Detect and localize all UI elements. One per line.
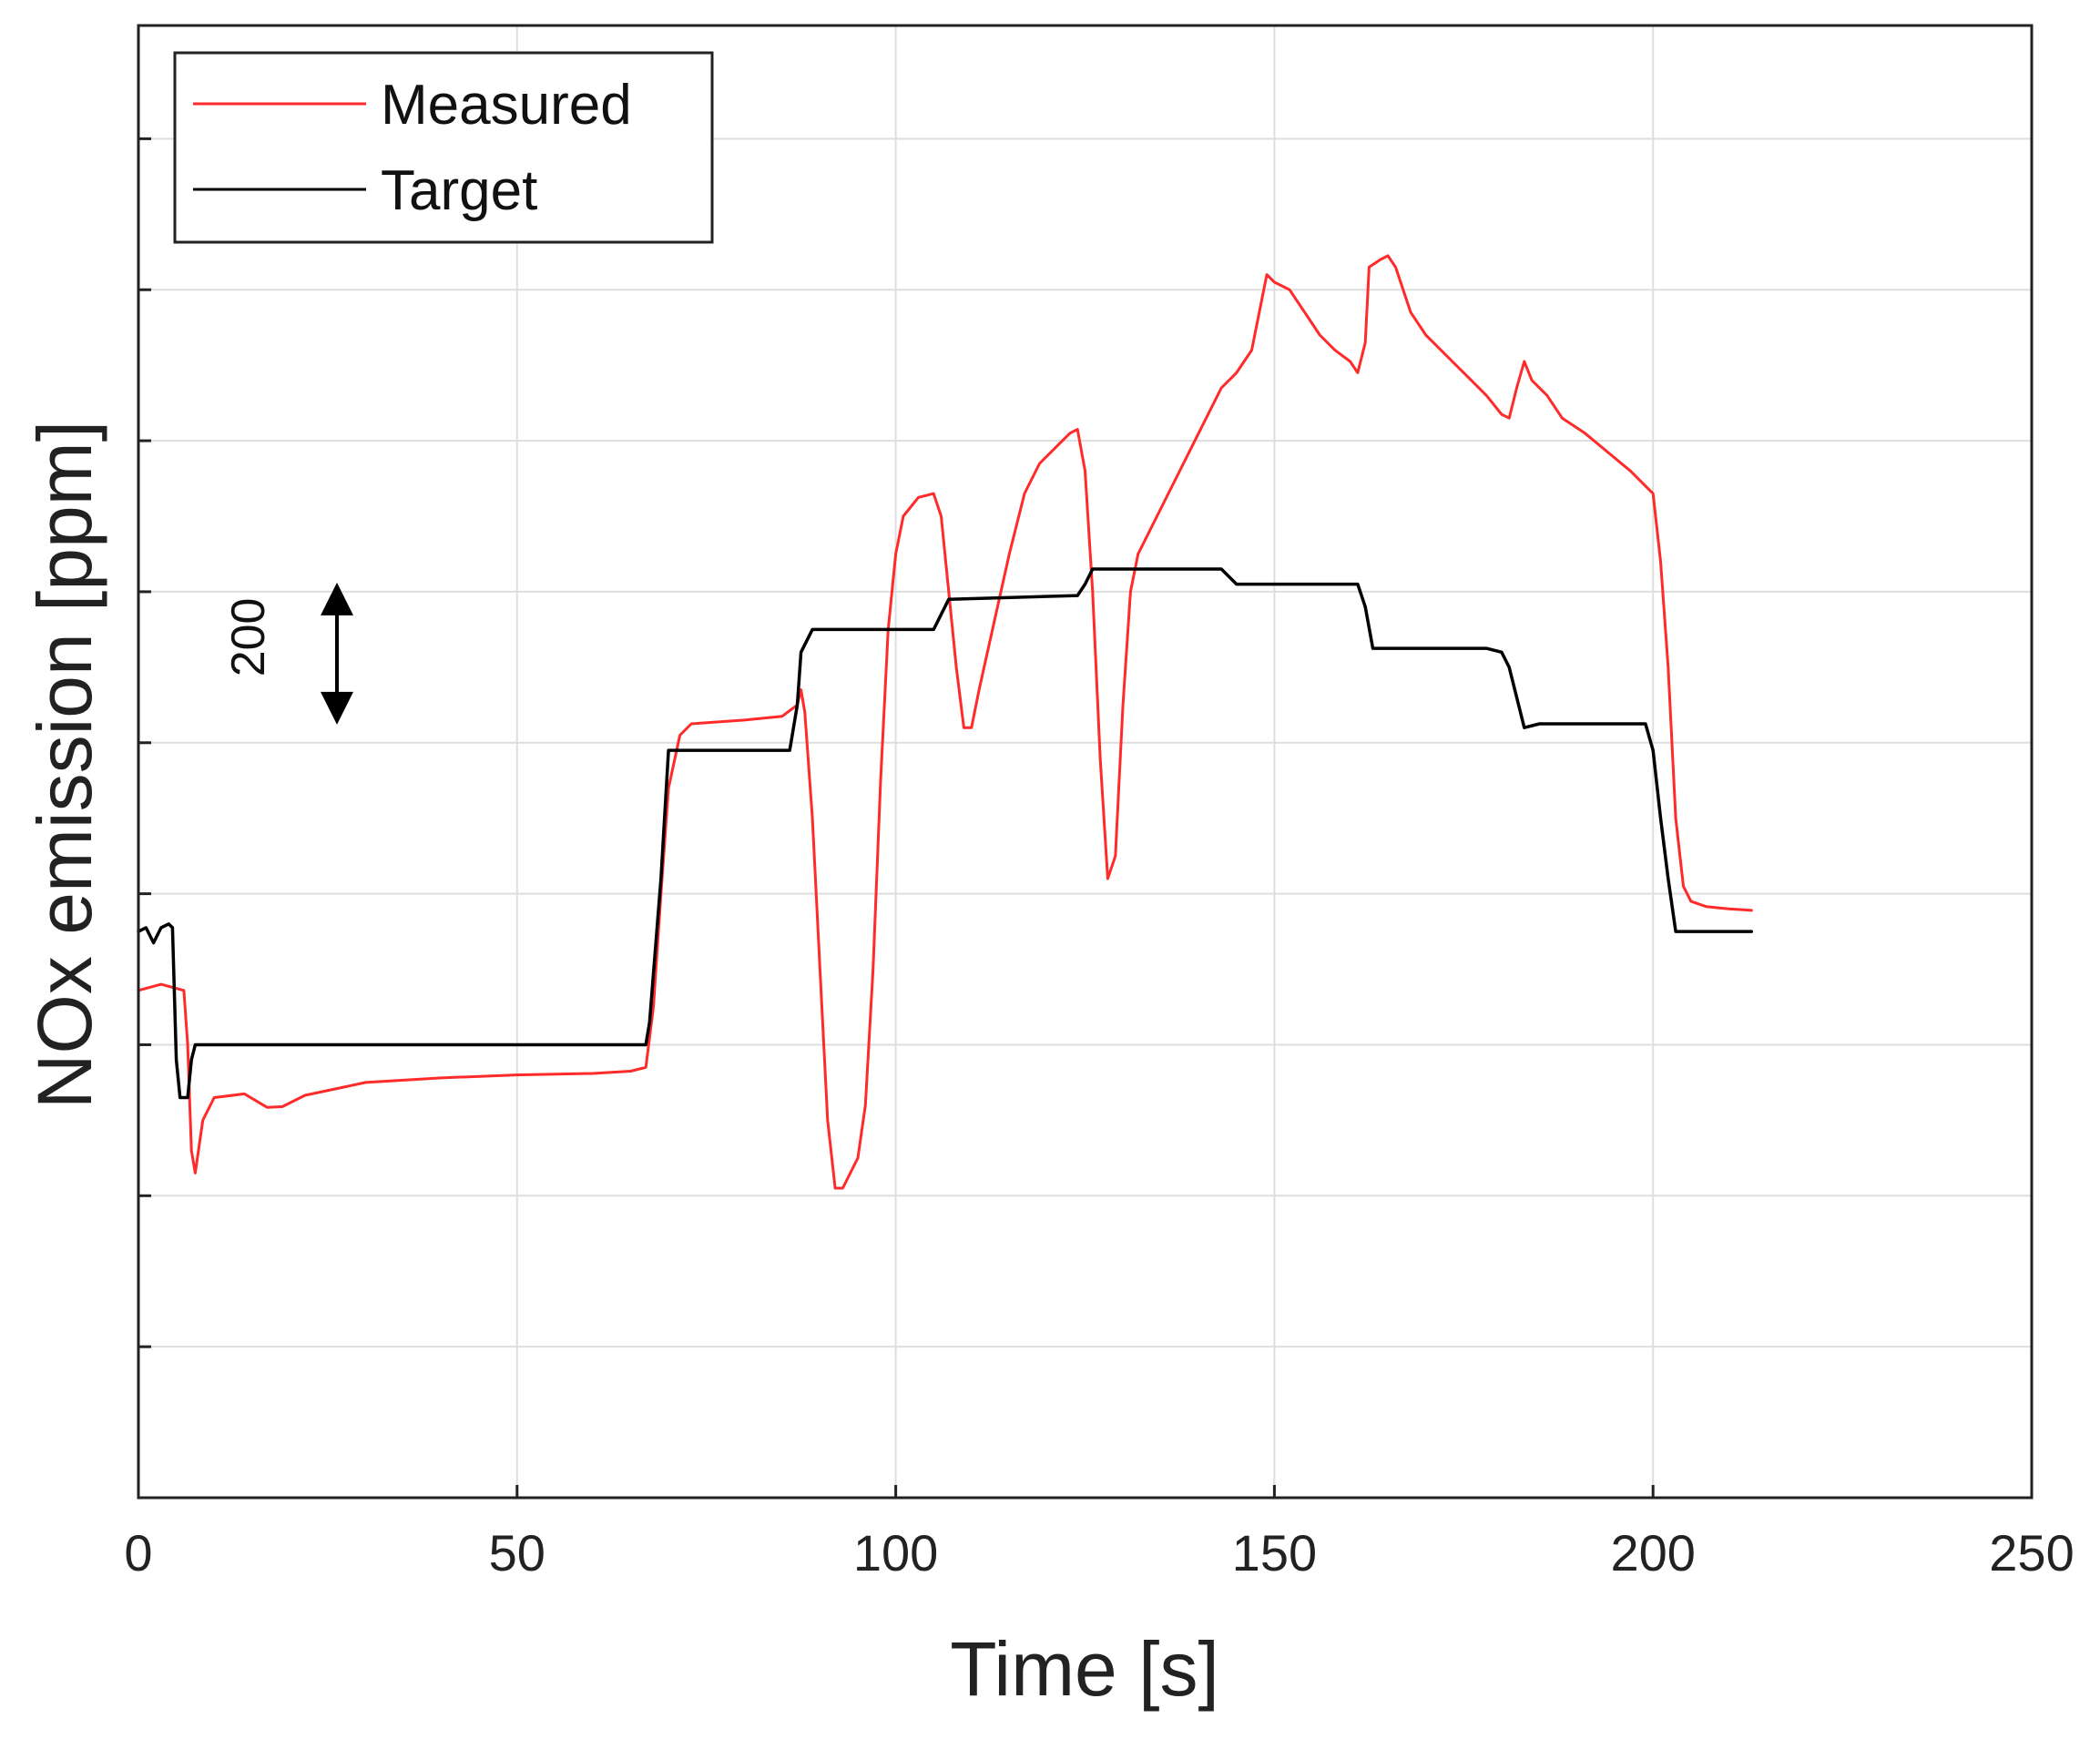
scale-annotation: 200 (222, 582, 353, 725)
x-tick-label: 50 (489, 1524, 545, 1581)
legend: Measured Target (173, 51, 714, 244)
y-axis-label: NOx emission [ppm] (22, 421, 107, 1109)
x-tick-label: 0 (124, 1524, 152, 1581)
plot-frame (137, 24, 2034, 1500)
x-tick-label: 200 (1610, 1524, 1695, 1581)
x-tick-label: 100 (853, 1524, 938, 1581)
legend-box (173, 51, 714, 244)
x-axis-label: Time [s] (950, 1626, 1219, 1712)
legend-label-target: Target (381, 159, 537, 222)
scale-arrow-down-icon (321, 691, 353, 725)
grid (138, 25, 2032, 1498)
series-line-measured (137, 254, 1753, 1190)
scale-arrow-up-icon (321, 582, 353, 615)
legend-label-measured: Measured (381, 74, 632, 137)
ticks: 0 50 100 150 200 250 (124, 137, 2075, 1581)
series-layer (137, 254, 1754, 1190)
x-tick-label: 150 (1232, 1524, 1317, 1581)
series-line-target (137, 567, 1754, 1100)
x-tick-label: 250 (1989, 1524, 2074, 1581)
scale-annotation-label: 200 (222, 598, 275, 677)
